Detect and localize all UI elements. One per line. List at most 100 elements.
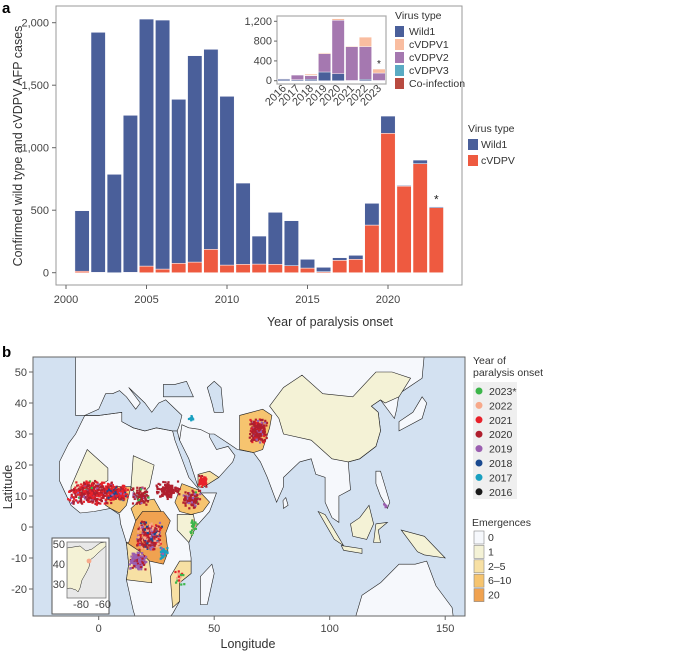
map-y-tick-label: 0 — [21, 522, 27, 534]
case-point — [170, 496, 173, 499]
case-point — [82, 495, 85, 498]
case-point — [139, 555, 142, 558]
case-point — [194, 504, 197, 507]
case-point — [261, 439, 264, 442]
case-point — [192, 418, 195, 421]
case-point — [124, 491, 127, 494]
case-point — [143, 562, 146, 565]
case-point — [191, 523, 195, 526]
case-point — [167, 485, 170, 488]
case-point — [254, 430, 257, 433]
case-point — [198, 483, 201, 486]
case-point — [249, 418, 252, 422]
case-point — [187, 417, 191, 421]
case-point — [121, 489, 124, 492]
case-point — [120, 494, 123, 497]
case-point — [104, 485, 108, 488]
black-sea — [163, 380, 194, 398]
case-point — [190, 414, 193, 418]
case-point — [119, 492, 122, 495]
case-point — [162, 548, 165, 551]
case-point — [131, 566, 134, 569]
case-point — [102, 490, 105, 493]
case-point — [193, 493, 197, 496]
case-point — [153, 544, 156, 547]
case-point — [192, 500, 195, 503]
y-tick-label: 1,000 — [21, 143, 49, 155]
case-point — [190, 529, 194, 532]
case-point — [103, 494, 106, 498]
case-point — [140, 522, 143, 525]
case-point — [163, 493, 166, 496]
case-point — [165, 494, 169, 497]
case-point — [73, 497, 76, 500]
inset-legend-swatch — [395, 39, 404, 50]
case-point — [111, 487, 114, 490]
bar-cvdpv-2014 — [283, 265, 299, 273]
case-point — [185, 499, 188, 502]
case-point — [161, 552, 165, 556]
case-point — [149, 544, 152, 547]
sulawesi — [373, 521, 389, 543]
case-point — [140, 498, 143, 501]
case-point — [69, 496, 73, 499]
case-point — [122, 498, 126, 501]
case-point — [194, 499, 197, 502]
case-point — [101, 485, 104, 488]
main-x-axis-title: Year of paralysis onset — [267, 315, 394, 329]
case-point — [190, 501, 194, 504]
case-point — [80, 483, 83, 486]
borneo — [350, 504, 374, 540]
case-point — [79, 488, 82, 491]
case-points — [67, 414, 388, 586]
case-point — [69, 489, 72, 492]
case-point — [162, 480, 165, 484]
case-point — [158, 528, 162, 531]
case-point — [183, 498, 186, 501]
point-legend-title-2: paralysis onset — [473, 367, 543, 379]
case-point — [120, 496, 123, 499]
case-point — [96, 487, 99, 490]
case-point — [136, 534, 140, 537]
case-point — [144, 534, 147, 537]
inset-map-y-tick-label: 30 — [53, 579, 65, 591]
case-point — [117, 489, 120, 492]
case-point — [99, 499, 103, 502]
inset-bar-cvdpv1-2018 — [304, 73, 318, 76]
case-point — [191, 496, 194, 499]
case-point — [162, 550, 165, 554]
inset-bar-cvdpv2-2021 — [345, 46, 359, 81]
fill-legend-swatch — [473, 573, 485, 588]
case-point — [205, 485, 208, 488]
bar-cvdpv-2020 — [380, 133, 396, 273]
case-point — [180, 573, 183, 577]
case-point — [86, 490, 89, 493]
case-point — [138, 489, 141, 492]
case-point — [258, 430, 261, 433]
case-point — [70, 495, 73, 498]
case-point — [124, 487, 127, 490]
case-point — [122, 491, 125, 494]
case-point — [162, 491, 165, 494]
case-point — [142, 494, 145, 497]
case-point — [134, 561, 137, 564]
case-point — [148, 537, 151, 540]
case-point — [153, 541, 156, 544]
case-point — [200, 474, 204, 478]
case-point — [155, 484, 158, 487]
case-point — [111, 491, 114, 494]
case-point — [138, 491, 141, 495]
case-point — [72, 491, 75, 494]
inset-bar-wild1-2019 — [318, 71, 331, 81]
case-point — [139, 499, 142, 502]
case-point — [179, 580, 182, 583]
case-point — [87, 500, 90, 503]
inset-axes: 2016201720182019202020212022202304008001… — [244, 16, 384, 109]
case-point — [259, 437, 262, 440]
case-point — [190, 493, 194, 497]
main-legend-title: Virus type — [468, 123, 515, 135]
case-point — [105, 501, 108, 504]
case-point — [178, 493, 181, 496]
case-point — [106, 482, 110, 486]
case-point — [145, 555, 148, 559]
